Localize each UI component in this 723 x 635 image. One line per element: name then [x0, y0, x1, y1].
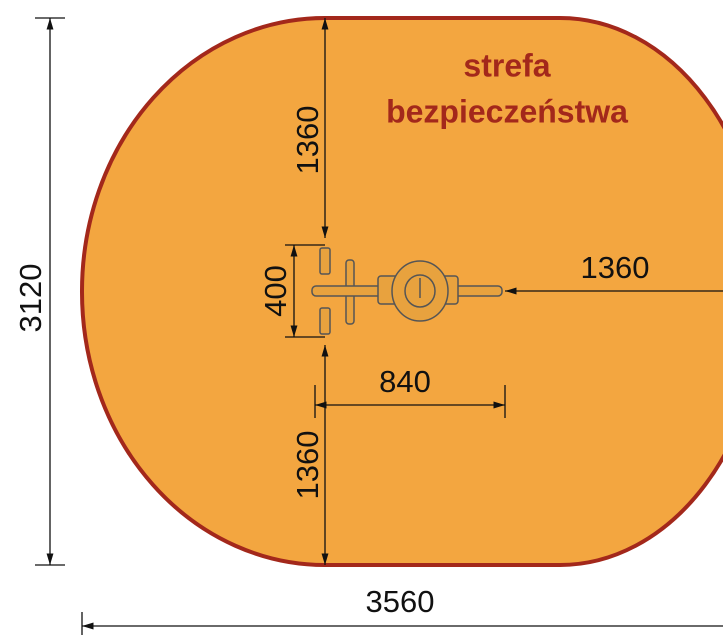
dim-label: 1360: [290, 106, 325, 175]
equipment: [311, 247, 503, 335]
dim-label: 1360: [581, 250, 650, 285]
height-dimension: [35, 17, 65, 566]
dim-label: 400: [258, 265, 293, 317]
center-dimensions: [285, 18, 723, 565]
zone-title: strefa: [463, 47, 550, 83]
dim-label: 3120: [13, 264, 48, 333]
dim-label: 3560: [366, 584, 435, 619]
width-dimension: [81, 612, 723, 635]
zone-title: bezpieczeństwa: [386, 93, 628, 129]
dim-label: 840: [379, 364, 431, 399]
dim-label: 1360: [290, 431, 325, 500]
